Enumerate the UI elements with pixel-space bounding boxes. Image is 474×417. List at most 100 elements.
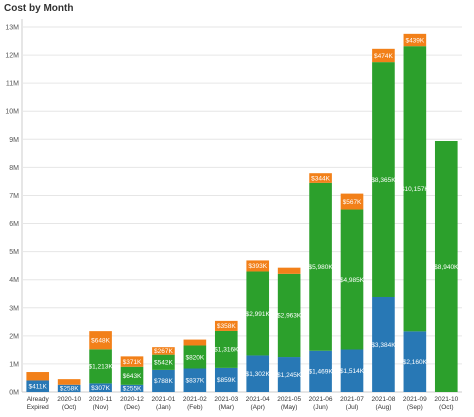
x-tick-label: (Jul) — [346, 404, 359, 411]
bar-segment — [214, 330, 238, 368]
bar-segment — [403, 331, 427, 392]
x-tick-label: (Oct) — [62, 404, 76, 411]
bar-segment — [152, 369, 175, 392]
x-tick-label: 2021-03 — [214, 396, 238, 403]
x-tick-label: 2021-06 — [309, 396, 333, 403]
bar-segment — [340, 193, 364, 210]
x-tick-label: (Mar) — [219, 404, 235, 411]
x-tick-label: (Oct) — [439, 404, 453, 411]
bar-segment — [57, 384, 81, 392]
x-tick-label: Expired — [27, 404, 49, 411]
x-tick-label: (Jun) — [313, 404, 328, 411]
bar-segment — [372, 296, 395, 392]
bar-segment — [372, 62, 395, 297]
data-label: $2,160K — [403, 359, 428, 366]
bar-segment — [89, 383, 112, 392]
x-tick-label: 2020-12 — [120, 396, 144, 403]
data-label: $439K — [405, 37, 424, 44]
y-tick-label: 4M — [9, 277, 19, 284]
data-label: $8,365K — [371, 177, 396, 184]
bar-segment — [214, 320, 238, 331]
chart-title: Cost by Month — [4, 3, 74, 14]
bar-segment — [183, 339, 207, 346]
x-tick-label: (Dec) — [124, 404, 140, 411]
x-tick-label: (May) — [281, 404, 298, 411]
data-label: $1,514K — [340, 368, 365, 375]
x-tick-label: (Aug) — [375, 404, 391, 411]
data-label: $307K — [91, 385, 110, 392]
data-label: $255K — [123, 386, 142, 393]
x-tick-label: 2020-10 — [57, 396, 81, 403]
data-label: $5,980K — [308, 264, 333, 271]
bar-segment — [277, 267, 301, 274]
bar-segment — [183, 368, 207, 392]
data-label: $10,157K — [401, 186, 429, 193]
data-label: $344K — [311, 175, 330, 182]
bar-segment — [26, 372, 50, 381]
y-tick-label: 8M — [9, 165, 19, 172]
bar-segment — [57, 379, 81, 385]
data-label: $859K — [217, 377, 236, 384]
data-label: $1,302K — [246, 371, 271, 378]
bar-segment — [309, 173, 332, 183]
x-tick-label: 2021-10 — [434, 396, 458, 403]
data-label: $267K — [154, 348, 173, 355]
y-tick-label: 6M — [9, 221, 19, 228]
bar-segment — [89, 349, 112, 384]
data-label: $4,985K — [340, 277, 365, 284]
y-tick-label: 12M — [5, 53, 19, 60]
bar-segment — [89, 331, 112, 350]
x-tick-label: (Feb) — [187, 404, 203, 411]
data-label: $837K — [185, 378, 204, 385]
y-tick-label: 7M — [9, 193, 19, 200]
y-tick-label: 2M — [9, 333, 19, 340]
bar-segment — [434, 140, 458, 392]
data-label: $2,991K — [246, 311, 271, 318]
data-label: $1,469K — [308, 369, 333, 376]
x-tick-label: 2021-08 — [371, 396, 395, 403]
bar-segment — [340, 349, 364, 392]
data-label: $371K — [123, 359, 142, 366]
x-tick-label: 2020-11 — [89, 396, 113, 403]
data-label: $411K — [29, 384, 48, 391]
x-tick-label: (Jan) — [156, 404, 171, 411]
data-label: $542K — [154, 360, 173, 367]
x-tick-label: (Apr) — [250, 404, 264, 411]
x-tick-label: Already — [27, 396, 50, 403]
x-tick-label: 2021-01 — [151, 396, 175, 403]
data-label: $393K — [248, 263, 267, 270]
bar-segment — [277, 273, 301, 358]
x-tick-label: (Nov) — [93, 404, 109, 411]
x-tick-label: 2021-05 — [277, 396, 301, 403]
y-tick-label: 1M — [9, 361, 19, 368]
bar-segment — [403, 33, 427, 47]
data-label: $474K — [374, 53, 393, 60]
x-tick-label: (Sep) — [407, 404, 423, 411]
x-tick-label: 2021-02 — [183, 396, 207, 403]
x-tick-label: 2021-04 — [246, 396, 270, 403]
bar-segment — [372, 48, 395, 63]
data-label: $820K — [185, 354, 204, 361]
y-tick-label: 3M — [9, 305, 19, 312]
bar-segment — [246, 271, 270, 356]
data-label: $258K — [60, 386, 79, 393]
y-tick-label: 5M — [9, 249, 19, 256]
bar-segment — [26, 380, 50, 392]
data-label: $358K — [217, 323, 236, 330]
data-label: $3,384K — [371, 342, 396, 349]
bar-segment — [120, 384, 144, 392]
data-label: $2,963K — [277, 313, 302, 320]
y-tick-label: 0M — [9, 390, 19, 397]
bar-segment — [277, 357, 301, 392]
bar-segment — [183, 345, 207, 369]
bar-segment — [403, 46, 427, 332]
bar-segment — [120, 356, 144, 367]
bar-segment — [340, 209, 364, 350]
x-tick-label: 2021-07 — [340, 396, 364, 403]
data-label: $1,316K — [214, 347, 239, 354]
bar-segment — [246, 260, 270, 272]
bar-segment — [152, 354, 175, 370]
data-label: $8,940K — [434, 264, 459, 271]
data-label: $1,213K — [88, 364, 113, 371]
